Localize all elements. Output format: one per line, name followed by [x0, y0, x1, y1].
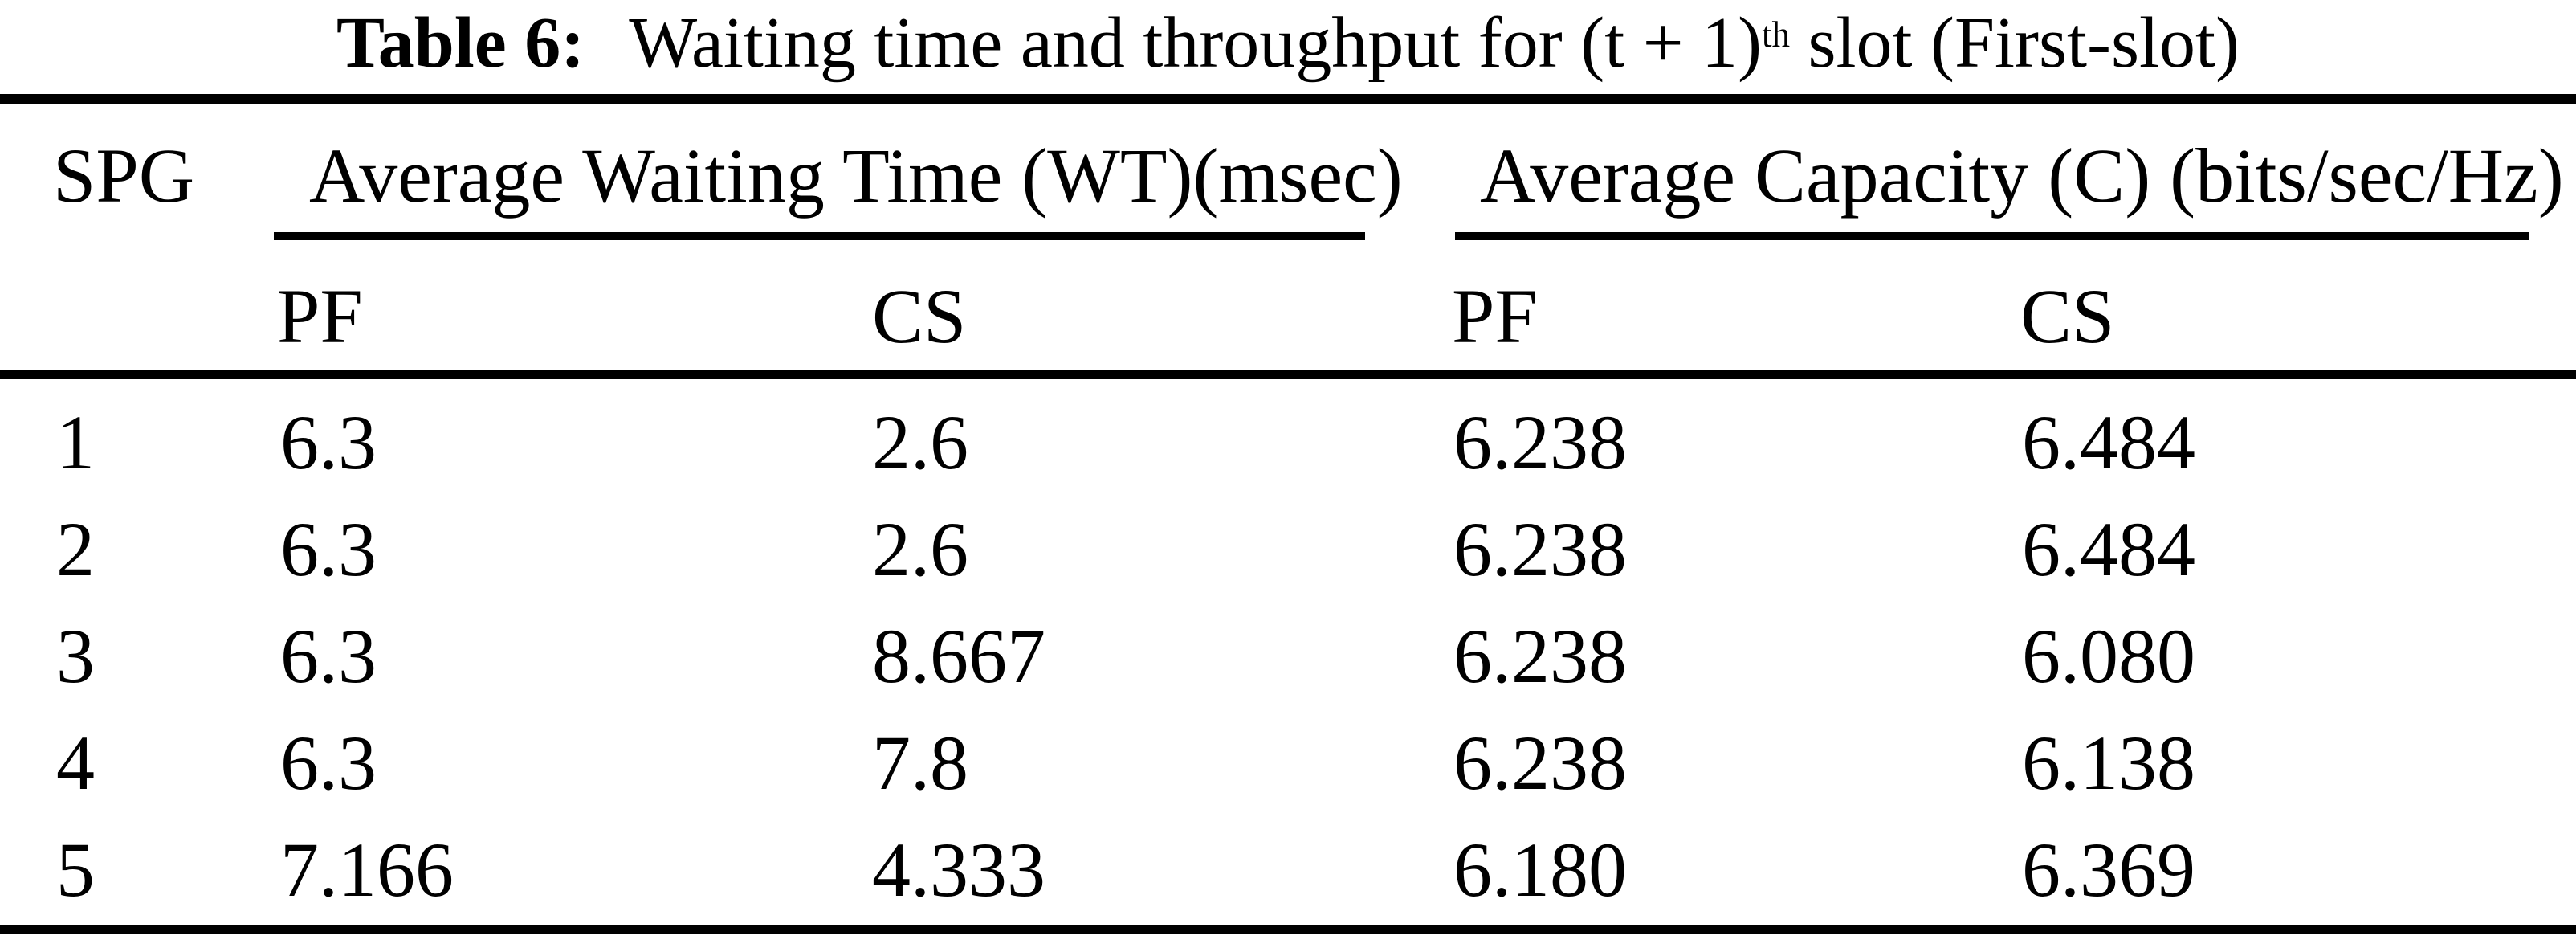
table-row: 4 6.3 7.8 6.238 6.138: [0, 725, 2576, 831]
cell-wt-pf: 6.3: [280, 399, 377, 485]
table-row: 3 6.3 8.667 6.238 6.080: [0, 618, 2576, 725]
cell-c-pf: 6.238: [1453, 613, 1627, 699]
cell-spg: 3: [56, 613, 95, 699]
cell-c-cs: 6.369: [2022, 827, 2195, 913]
subheader-wt-pf: PF: [277, 273, 363, 359]
table-caption-superscript: th: [1761, 14, 1790, 55]
cell-wt-cs: 8.667: [872, 613, 1045, 699]
cell-c-cs: 6.138: [2022, 720, 2195, 806]
table-row: 5 7.166 4.333 6.180 6.369: [0, 831, 2576, 938]
table-row: 1 6.3 2.6 6.238 6.484: [0, 404, 2576, 511]
subheader-c-cs: CS: [2020, 273, 2115, 359]
cell-c-cs: 6.484: [2022, 399, 2195, 485]
cell-wt-pf: 6.3: [280, 506, 377, 592]
table-caption-text: Waiting time and throughput for (t + 1): [629, 3, 1762, 83]
cell-wt-pf: 6.3: [280, 720, 377, 806]
table-top-rule: [0, 94, 2576, 104]
cell-c-cs: 6.080: [2022, 613, 2195, 699]
table-row: 2 6.3 2.6 6.238 6.484: [0, 511, 2576, 618]
cell-wt-pf: 7.166: [280, 827, 454, 913]
cell-c-cs: 6.484: [2022, 506, 2195, 592]
cell-wt-cs: 4.333: [872, 827, 1045, 913]
cell-c-pf: 6.180: [1453, 827, 1627, 913]
cell-spg: 2: [56, 506, 95, 592]
table-caption-text-end: slot (First-slot): [1789, 3, 2240, 83]
cell-wt-pf: 6.3: [280, 613, 377, 699]
cell-wt-cs: 2.6: [872, 506, 968, 592]
group-header-capacity: Average Capacity (C) (bits/sec/Hz): [1480, 133, 2564, 219]
table-caption-label: Table 6:: [336, 3, 585, 83]
subheader-c-pf: PF: [1452, 273, 1538, 359]
waiting-time-group-underline: [274, 232, 1365, 240]
cell-spg: 5: [56, 827, 95, 913]
cell-c-pf: 6.238: [1453, 720, 1627, 806]
table-mid-rule: [0, 370, 2576, 379]
cell-c-pf: 6.238: [1453, 399, 1627, 485]
column-header-spg: SPG: [53, 133, 195, 219]
capacity-group-underline: [1455, 232, 2529, 240]
cell-c-pf: 6.238: [1453, 506, 1627, 592]
cell-spg: 1: [56, 399, 95, 485]
table-bottom-rule: [0, 925, 2576, 934]
cell-wt-cs: 2.6: [872, 399, 968, 485]
group-header-waiting-time: Average Waiting Time (WT)(msec): [309, 133, 1403, 219]
table-caption: Table 6: Waiting time and throughput for …: [0, 2, 2576, 84]
subheader-wt-cs: CS: [872, 273, 967, 359]
table-body: 1 6.3 2.6 6.238 6.484 2 6.3 2.6 6.238 6.…: [0, 404, 2576, 938]
cell-wt-cs: 7.8: [872, 720, 968, 806]
cell-spg: 4: [56, 720, 95, 806]
